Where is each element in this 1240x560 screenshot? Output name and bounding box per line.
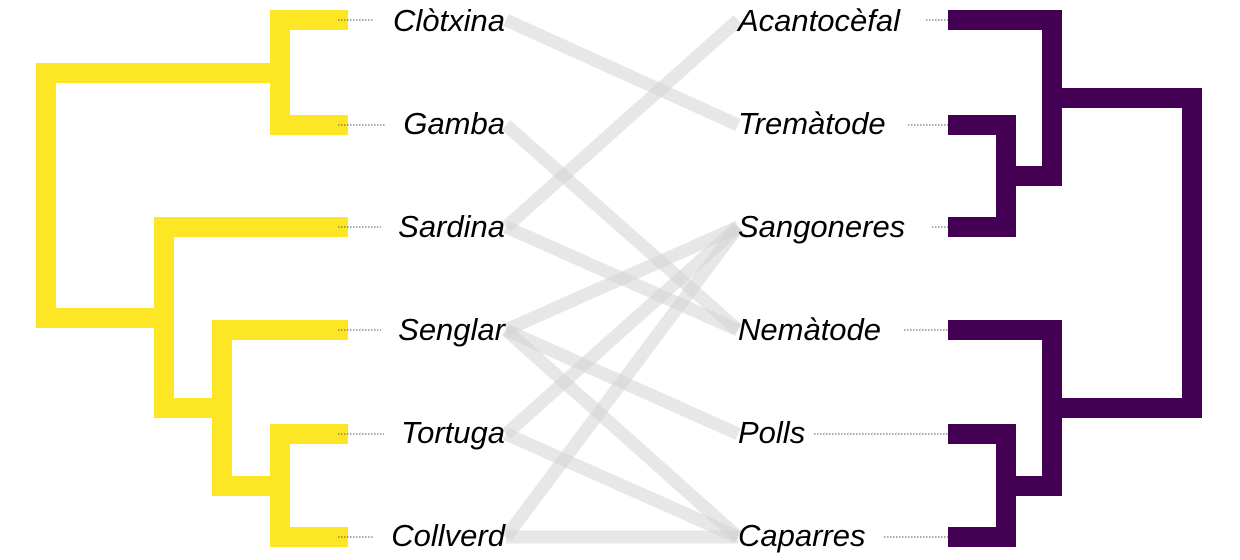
association-link	[501, 222, 743, 439]
association-link	[501, 15, 743, 232]
left-clade-tortuga-collverd	[270, 424, 348, 547]
taxa-labels: Clòtxina Gamba Sardina Senglar Tortuga C…	[391, 3, 905, 553]
association-link	[501, 325, 743, 542]
right-taxon-label: Tremàtode	[738, 106, 886, 141]
left-taxon-label: Tortuga	[401, 415, 505, 450]
association-link	[503, 428, 741, 543]
left-clade-sardina-rest	[154, 217, 348, 418]
leader-lines	[338, 19, 948, 538]
left-taxon-label: Sardina	[398, 209, 505, 244]
association-link	[503, 14, 741, 131]
left-dendrogram	[36, 10, 348, 547]
association-link	[503, 221, 741, 336]
left-taxon-label: Senglar	[398, 312, 507, 347]
association-link	[500, 223, 744, 541]
left-taxon-label: Gamba	[403, 106, 505, 141]
right-taxon-label: Sangoneres	[738, 209, 905, 244]
left-clade-root	[36, 63, 280, 328]
right-taxon-label: Nemàtode	[738, 312, 881, 347]
right-dendrogram	[948, 10, 1202, 547]
left-taxon-label: Clòtxina	[393, 3, 505, 38]
right-taxon-label: Acantocèfal	[736, 3, 901, 38]
right-clade-trematode-sangoneres	[948, 115, 1016, 237]
left-clade-clotxina-gamba	[270, 10, 348, 135]
right-clade-polls-caparres	[948, 424, 1016, 547]
right-clade-root	[1052, 88, 1202, 418]
right-taxon-label: Caparres	[738, 518, 866, 553]
left-taxon-label: Collverd	[391, 518, 506, 553]
association-links	[500, 14, 744, 544]
right-taxon-label: Polls	[738, 415, 805, 450]
association-link	[501, 120, 743, 335]
